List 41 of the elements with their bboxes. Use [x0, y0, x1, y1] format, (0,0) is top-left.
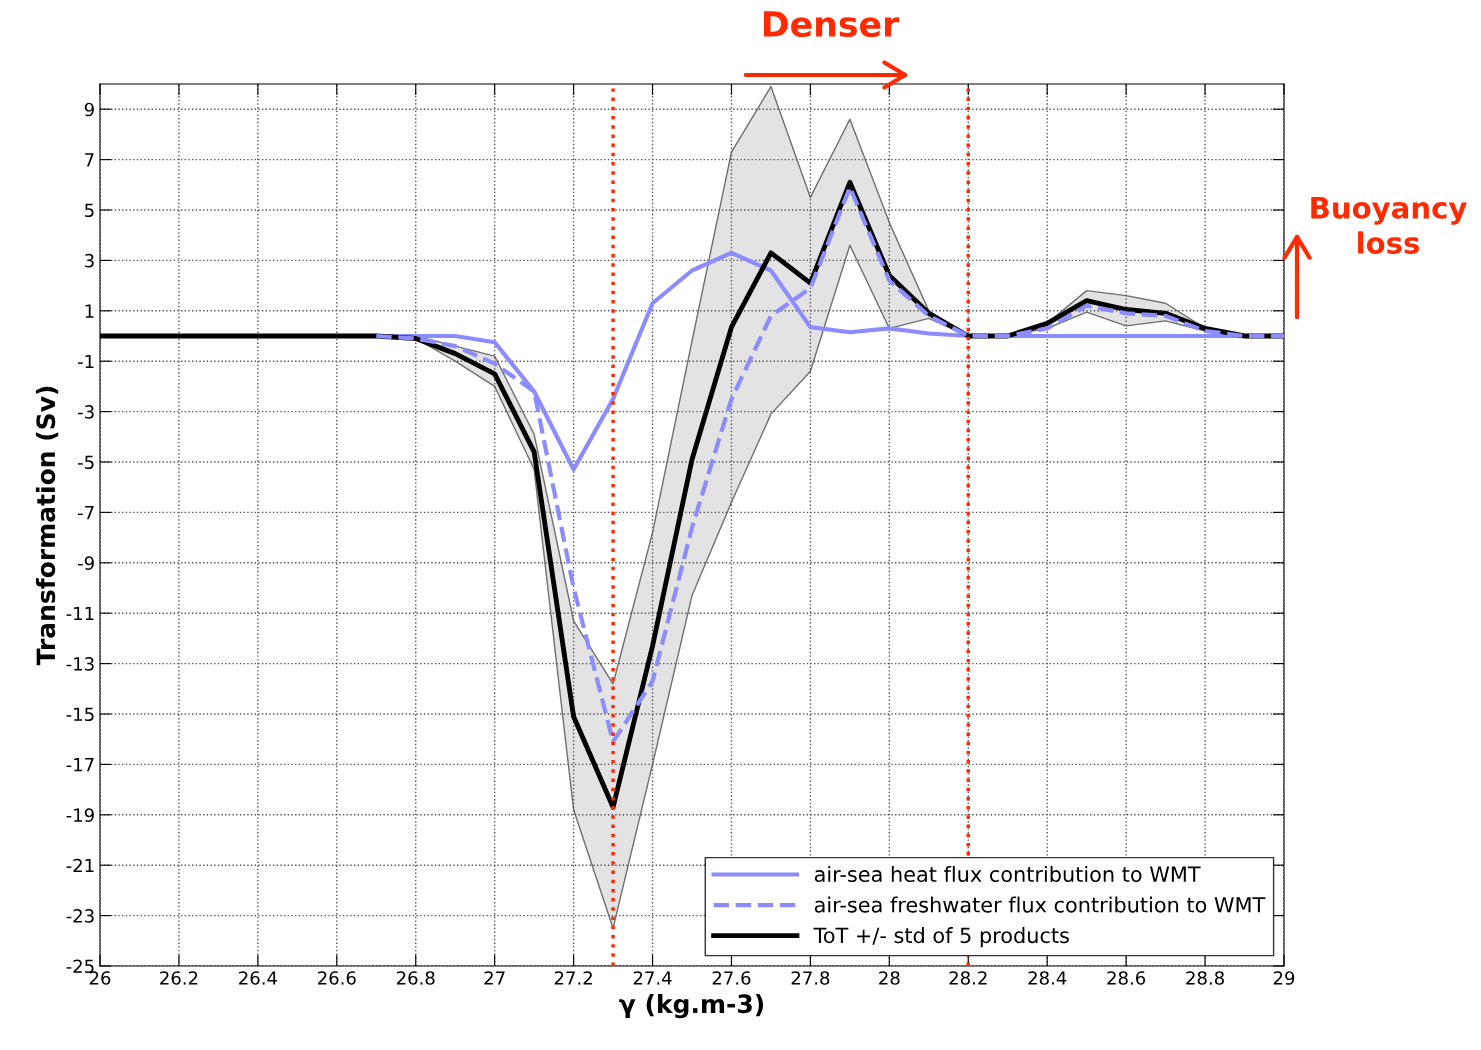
y-tick-label: -25: [66, 959, 94, 974]
y-tick-label: -3: [78, 405, 94, 419]
y-tick-label: -9: [78, 556, 94, 570]
x-tick-label: 27.4: [633, 971, 672, 985]
x-tick-label: 26.4: [239, 971, 277, 985]
x-axis-title: γ (kg.m-3): [619, 993, 764, 1019]
legend-label: air-sea freshwater flux contribution to WMT: [814, 896, 1266, 913]
x-tick-label: 28.2: [949, 971, 987, 985]
x-tick-label: 26.6: [318, 971, 356, 985]
x-tick-label: 26.8: [396, 971, 435, 985]
x-tick-label: 27.8: [791, 971, 830, 985]
legend-label: air-sea heat flux contribution to WMT: [814, 865, 1201, 883]
y-tick-label: 9: [84, 102, 94, 117]
y-tick-label: 5: [85, 203, 94, 218]
x-tick-label: 28: [879, 971, 900, 985]
y-tick-label: -13: [66, 657, 94, 671]
y-tick-label: -5: [78, 455, 94, 470]
y-tick-label: 3: [85, 253, 94, 268]
x-tick-label: 29: [1273, 971, 1295, 985]
y-tick-label: -1: [78, 354, 94, 369]
y-tick-label: -17: [66, 758, 94, 772]
x-tick-label: 27.2: [554, 971, 592, 985]
x-tick-label: 28.4: [1028, 971, 1067, 985]
y-tick-label: 7: [85, 153, 94, 167]
x-tick-label: 28.8: [1186, 971, 1224, 985]
x-tick-label: 28.6: [1107, 971, 1146, 985]
y-tick-label: -21: [66, 858, 94, 873]
x-tick-label: 27: [484, 971, 505, 985]
y-tick-label: -15: [66, 707, 94, 722]
y-tick-label: -19: [66, 808, 94, 822]
y-tick-label: -23: [66, 909, 94, 923]
text: Buoyancy loss: [1311, 197, 1467, 254]
x-tick-label: 26: [89, 971, 111, 985]
y-tick-label: -11: [66, 606, 94, 621]
y-tick-label: 1: [85, 304, 94, 318]
x-tick-label: 26.2: [160, 971, 198, 985]
legend-label: ToT +/- std of 5 products: [813, 927, 1069, 948]
y-tick-label: -7: [78, 506, 94, 520]
text: Denser: [763, 11, 900, 38]
x-tick-label: 27.6: [712, 971, 751, 985]
y-axis-title: Transformation (Sv): [35, 386, 59, 666]
